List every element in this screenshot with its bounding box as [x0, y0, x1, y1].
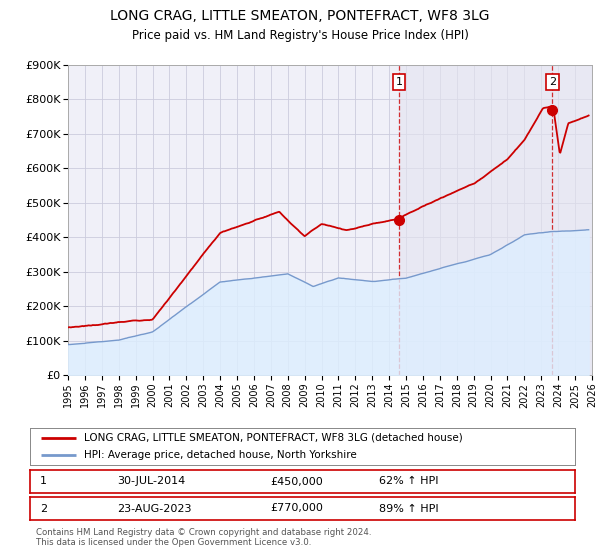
Text: 30-JUL-2014: 30-JUL-2014: [117, 477, 185, 487]
Text: LONG CRAG, LITTLE SMEATON, PONTEFRACT, WF8 3LG: LONG CRAG, LITTLE SMEATON, PONTEFRACT, W…: [110, 9, 490, 23]
Text: 1: 1: [40, 477, 47, 487]
Text: HPI: Average price, detached house, North Yorkshire: HPI: Average price, detached house, Nort…: [85, 450, 357, 460]
Text: 62% ↑ HPI: 62% ↑ HPI: [379, 477, 438, 487]
Text: 23-AUG-2023: 23-AUG-2023: [117, 503, 192, 514]
Text: Price paid vs. HM Land Registry's House Price Index (HPI): Price paid vs. HM Land Registry's House …: [131, 30, 469, 43]
Text: 1: 1: [395, 77, 403, 87]
Text: 2: 2: [549, 77, 556, 87]
Text: £450,000: £450,000: [270, 477, 323, 487]
Text: LONG CRAG, LITTLE SMEATON, PONTEFRACT, WF8 3LG (detached house): LONG CRAG, LITTLE SMEATON, PONTEFRACT, W…: [85, 433, 463, 443]
Text: £770,000: £770,000: [270, 503, 323, 514]
Text: Contains HM Land Registry data © Crown copyright and database right 2024.
This d: Contains HM Land Registry data © Crown c…: [36, 528, 371, 548]
Text: 89% ↑ HPI: 89% ↑ HPI: [379, 503, 439, 514]
Bar: [399, 65, 592, 375]
Bar: [552, 65, 592, 375]
Text: 2: 2: [40, 503, 47, 514]
